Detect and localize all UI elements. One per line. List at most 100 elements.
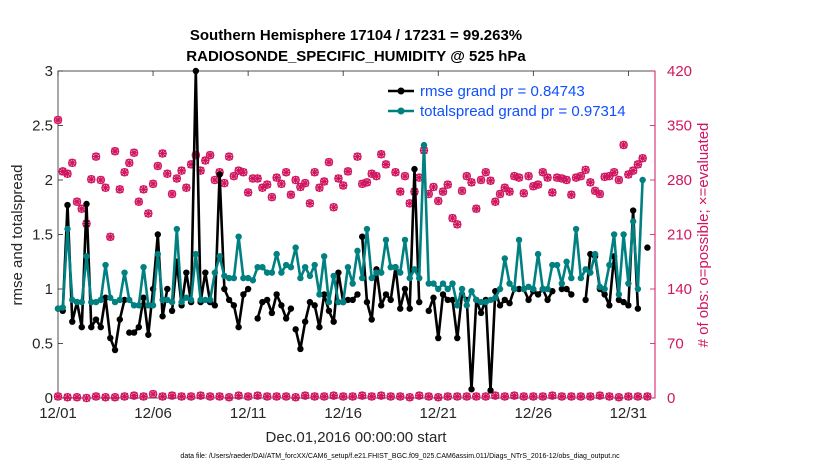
obs-count-point-evaluated (519, 189, 528, 198)
y2-tick-label: 280 (667, 172, 692, 189)
obs-count-low-point-evaluated (567, 392, 576, 401)
rmse-series-point (349, 296, 356, 304)
obs-count-point-evaluated (130, 148, 139, 157)
obs-count-point (129, 148, 139, 157)
obs-count-point-evaluated (111, 147, 120, 156)
rmse-series-point (78, 323, 85, 331)
obs-count-low-point-evaluated (510, 391, 519, 400)
totalspread-series-point (420, 141, 428, 149)
obs-count-low-point-evaluated (263, 392, 272, 401)
totalspread-series-point (458, 285, 466, 293)
obs-count-point-evaluated (424, 190, 433, 199)
y2-tick-label: 0 (667, 390, 675, 407)
obs-count-point-evaluated (125, 158, 134, 167)
obs-count-point (53, 115, 63, 125)
rmse-series-point (544, 296, 551, 304)
obs-count-low-point-evaluated (54, 392, 62, 401)
y-tick-label: 2 (45, 172, 53, 189)
rmse-series-point (430, 294, 437, 301)
obs-count-point (367, 169, 376, 179)
obs-count-point (438, 187, 448, 196)
totalspread-series-point (111, 298, 119, 306)
obs-count-point (91, 152, 101, 161)
rmse-series-point (634, 305, 642, 312)
totalspread-series-point (69, 296, 76, 304)
obs-count-point (72, 197, 82, 207)
rmse-series-point (368, 316, 375, 323)
obs-count-point (476, 175, 486, 185)
y-tick-label: 1.5 (32, 227, 53, 244)
obs-count-low-point-evaluated (624, 392, 633, 401)
totalspread-series-point (297, 274, 304, 282)
obs-count-point-evaluated (282, 168, 291, 177)
obs-count-point (205, 150, 215, 160)
rmse-series-point (221, 285, 228, 293)
obs-count-point-evaluated (610, 168, 619, 177)
obs-count-low-point-evaluated (244, 392, 253, 401)
rmse-series-point (107, 334, 114, 342)
totalspread-series-point (411, 266, 418, 273)
totalspread-series-point (126, 296, 133, 304)
obs-count-point (120, 167, 129, 177)
obs-count-point-evaluated (106, 232, 115, 241)
obs-count-low-point (205, 392, 215, 401)
obs-count-point (210, 175, 220, 185)
obs-count-low-point (243, 392, 253, 401)
totalspread-series-point (359, 274, 366, 282)
totalspread-series-point (577, 274, 585, 282)
totalspread-series-point (487, 296, 494, 304)
obs-count-low-point-evaluated (234, 391, 243, 400)
obs-count-point (172, 174, 182, 183)
obs-count-point-evaluated (73, 197, 82, 206)
totalspread-series-point (187, 296, 195, 304)
obs-count-point-evaluated (210, 176, 219, 184)
totalspread-series-point (259, 264, 266, 271)
obs-count-point-evaluated (134, 197, 143, 206)
obs-count-point (543, 173, 552, 182)
obs-count-point-evaluated (472, 204, 481, 213)
rmse-series-point (126, 329, 133, 336)
rmse-series-point (273, 291, 280, 298)
obs-count-point-evaluated (614, 176, 623, 184)
obs-count-point-evaluated (543, 173, 552, 182)
obs-count-low-point (281, 392, 291, 401)
rmse-series-point (292, 326, 299, 333)
obs-count-point-evaluated (206, 151, 215, 160)
rmse-series-point (449, 296, 456, 304)
y2-tick-label: 210 (667, 227, 692, 244)
obs-count-low-point (576, 392, 586, 401)
obs-count-point (381, 160, 391, 169)
rmse-series-point (240, 291, 247, 298)
obs-count-point (315, 183, 324, 193)
rmse-series-point (278, 302, 285, 309)
obs-count-point-evaluated (339, 181, 348, 190)
totalspread-series-point (629, 218, 637, 225)
obs-count-low-point-evaluated (415, 391, 424, 400)
legend-box (384, 77, 650, 123)
obs-count-point-evaluated (267, 193, 276, 202)
rmse-series-point (192, 67, 200, 75)
obs-count-low-point-evaluated (614, 393, 623, 402)
obs-count-point (448, 213, 457, 223)
rmse-series-point (625, 302, 632, 309)
obs-count-point (115, 185, 125, 194)
totalspread-series-point (178, 298, 185, 306)
totalspread-series-point (282, 261, 290, 269)
obs-count-point (262, 180, 272, 189)
rmse-series-point (140, 294, 147, 301)
rmse-series-point (102, 294, 109, 301)
y2-tick-label: 70 (667, 336, 684, 353)
obs-count-point-evaluated (605, 172, 614, 181)
y-tick-label: 2.5 (32, 118, 53, 135)
obs-count-point (201, 156, 210, 165)
obs-count-point-evaluated (529, 182, 538, 191)
obs-count-low-point-evaluated (481, 392, 490, 401)
obs-count-low-point-evaluated (377, 391, 386, 400)
obs-count-point-evaluated (115, 185, 124, 194)
obs-count-low-point-evaluated (605, 392, 614, 401)
x-tick-label: 12/11 (230, 405, 266, 422)
obs-count-low-point (643, 392, 652, 401)
obs-count-low-point (472, 392, 481, 401)
obs-count-point (310, 167, 319, 177)
obs-count-point (472, 204, 481, 214)
